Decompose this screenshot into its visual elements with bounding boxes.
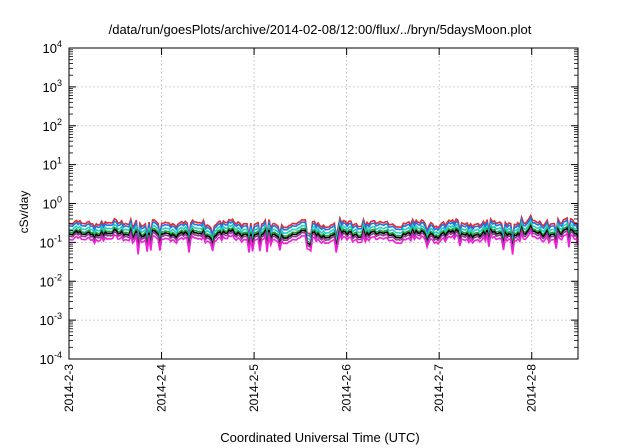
x-tick-label: 2014-2-4 (155, 364, 169, 412)
series-line (68, 215, 579, 242)
series-line (68, 226, 579, 252)
gridlines (69, 48, 578, 359)
series-line (68, 229, 579, 255)
series-line (68, 224, 579, 250)
x-tick-label: 2014-2-3 (62, 364, 76, 412)
y-axis-label: cSv/day (17, 190, 31, 234)
y-tick-label: 101 (43, 156, 62, 173)
y-tick-label: 104 (43, 39, 62, 56)
series-lines (68, 213, 579, 255)
x-tick-label: 2014-2-5 (247, 364, 261, 412)
x-tick-label: 2014-2-6 (340, 364, 354, 412)
y-tick-label: 10-4 (40, 350, 62, 367)
series-line (68, 222, 579, 248)
x-tick-label: 2014-2-8 (525, 364, 539, 412)
y-tick-label: 10-2 (40, 272, 62, 289)
y-tick-label: 102 (43, 117, 62, 134)
series-line (68, 213, 579, 239)
y-tick-label: 103 (43, 78, 62, 95)
y-tick-label: 10-3 (40, 311, 62, 328)
series-line (68, 219, 579, 245)
x-axis-label: Coordinated Universal Time (UTC) (220, 430, 420, 445)
chart-title: /data/run/goesPlots/archive/2014-02-08/1… (108, 22, 532, 37)
y-tick-label: 10-1 (40, 233, 62, 250)
y-tick-label: 100 (43, 195, 62, 212)
x-tick-label: 2014-2-7 (432, 364, 446, 412)
